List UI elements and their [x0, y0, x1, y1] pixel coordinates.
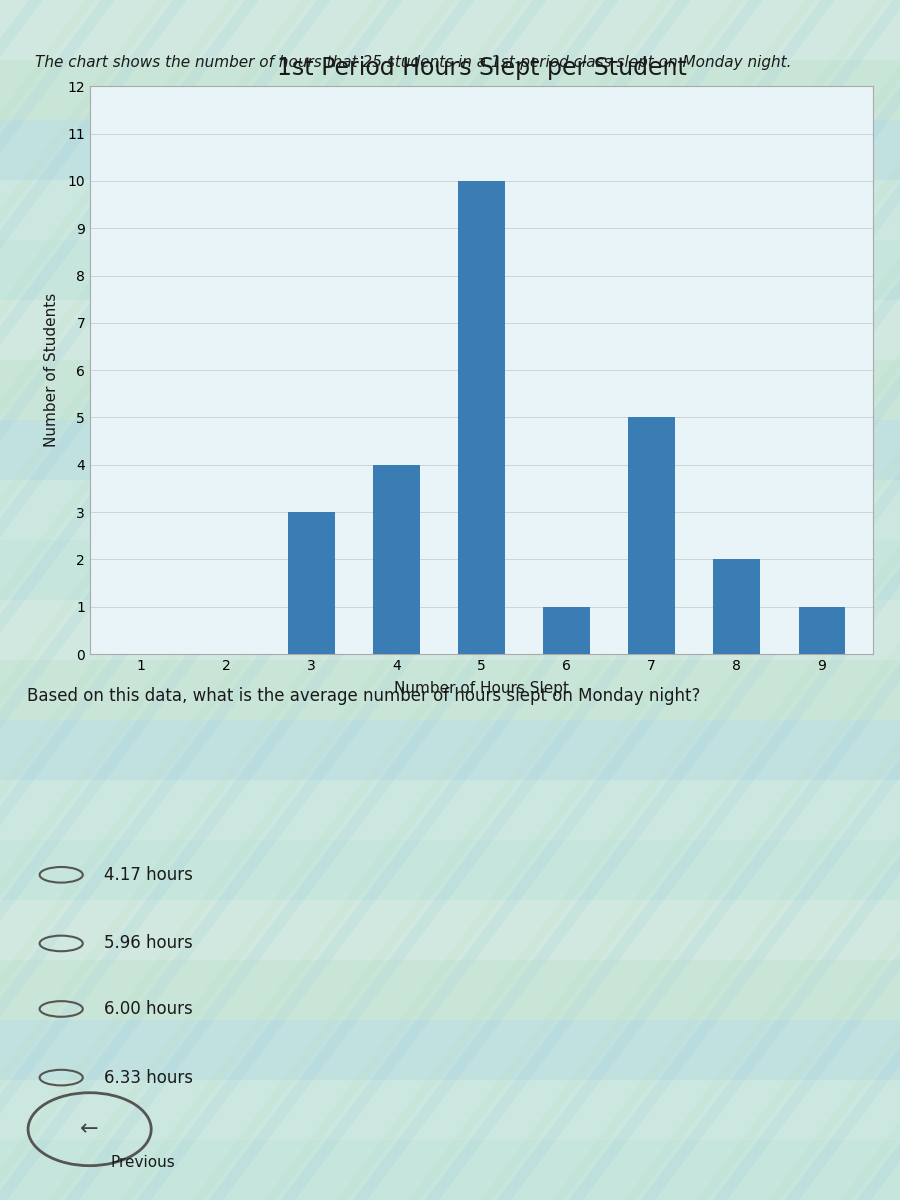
Bar [288, 512, 335, 654]
Bar [0, 540, 900, 600]
Bar [0, 1020, 900, 1080]
Bar [0, 1140, 900, 1200]
Bar [0, 720, 900, 780]
X-axis label: Number of Hours Slept: Number of Hours Slept [394, 682, 569, 696]
Y-axis label: Number of Students: Number of Students [44, 293, 59, 448]
Text: Previous: Previous [111, 1156, 176, 1170]
Bar [0, 60, 900, 120]
Bar [714, 559, 760, 654]
Text: ←: ← [80, 1120, 99, 1139]
Bar [0, 600, 900, 660]
Bar [0, 840, 900, 900]
Bar [0, 960, 900, 1020]
Text: The chart shows the number of hours that 25 students in a 1st-period class slept: The chart shows the number of hours that… [35, 55, 792, 70]
Title: 1st Period Hours Slept per Student: 1st Period Hours Slept per Student [276, 56, 687, 80]
Bar [0, 900, 900, 960]
Bar [0, 0, 900, 60]
Bar [0, 480, 900, 540]
Bar [0, 420, 900, 480]
Bar [0, 780, 900, 840]
Bar [798, 607, 845, 654]
Text: 4.17 hours: 4.17 hours [104, 866, 194, 883]
Bar [0, 120, 900, 180]
Bar [628, 418, 675, 654]
Text: 6.00 hours: 6.00 hours [104, 1000, 194, 1018]
Bar [373, 464, 419, 654]
Bar [0, 180, 900, 240]
Bar [544, 607, 590, 654]
Bar [0, 360, 900, 420]
Bar [0, 1080, 900, 1140]
Bar [0, 660, 900, 720]
Text: 5.96 hours: 5.96 hours [104, 935, 194, 953]
Bar [0, 240, 900, 300]
Text: Based on this data, what is the average number of hours slept on Monday night?: Based on this data, what is the average … [27, 688, 700, 706]
Bar [0, 300, 900, 360]
Bar [458, 181, 505, 654]
Text: 6.33 hours: 6.33 hours [104, 1068, 194, 1087]
